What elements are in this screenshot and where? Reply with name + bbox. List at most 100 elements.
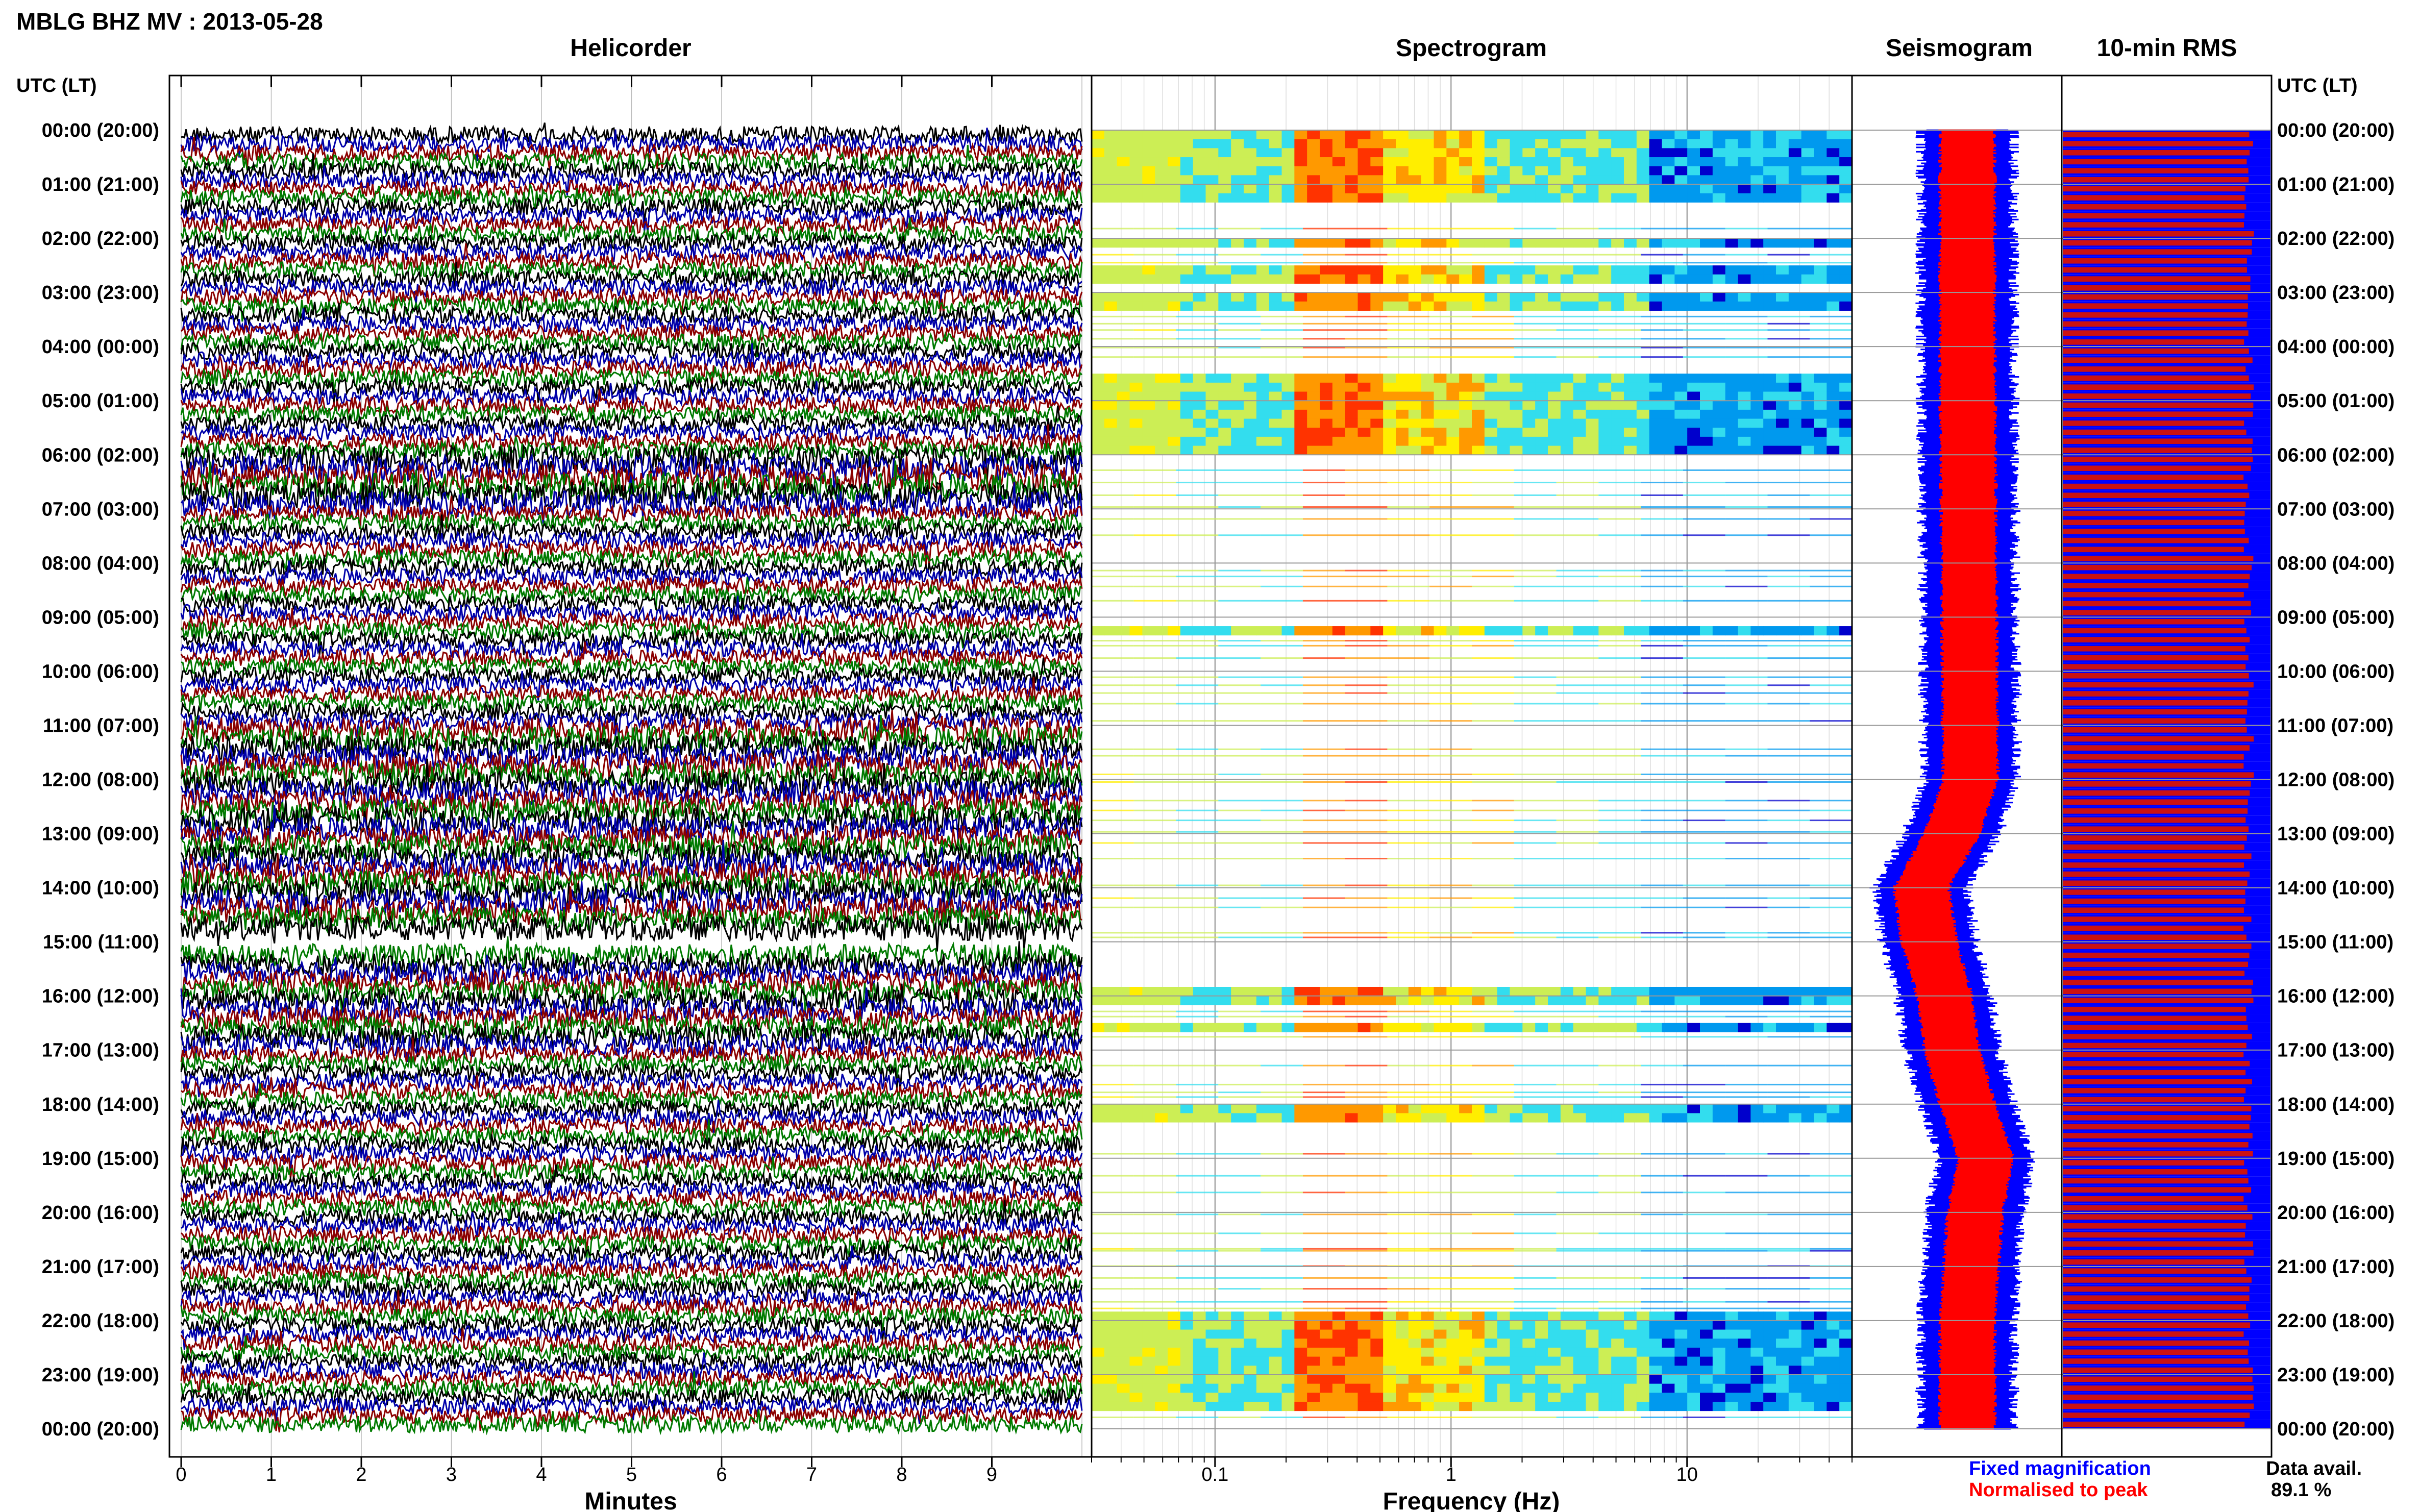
- spectrogram-cell: [1281, 1356, 1295, 1366]
- spectrogram-cell: [1548, 1113, 1561, 1123]
- spectrogram-cell: [1446, 193, 1460, 203]
- spectrogram-cell: [1738, 157, 1751, 167]
- spectrogram-cell: [1281, 626, 1295, 636]
- spectrogram-cell: [1700, 1329, 1713, 1339]
- spectrogram-cell: [1345, 391, 1358, 401]
- spectrogram-cell: [1687, 986, 1700, 997]
- spectrogram-streak: [1683, 254, 1725, 256]
- spectrogram-cell: [1750, 130, 1764, 140]
- spectrogram-streak: [1429, 534, 1472, 536]
- spectrogram-cell: [1649, 184, 1662, 194]
- spectrogram-cell: [1104, 428, 1118, 437]
- spectrogram-cell: [1636, 436, 1650, 447]
- spectrogram-cell: [1396, 418, 1409, 428]
- spectrogram-streak: [1387, 645, 1430, 647]
- spectrogram-cell: [1712, 175, 1726, 185]
- spectrogram-streak: [1176, 356, 1219, 358]
- spectrogram-cell: [1826, 238, 1840, 248]
- spectrogram-streak: [1387, 346, 1430, 349]
- spectrogram-streak: [1176, 884, 1219, 886]
- spectrogram-cell: [1750, 418, 1764, 428]
- spectrogram-cell: [1598, 193, 1612, 203]
- spectrogram-cell: [1269, 184, 1282, 194]
- spectrogram-cell: [1776, 374, 1789, 383]
- spectrogram-cell: [1750, 157, 1764, 167]
- spectrogram-cell: [1624, 1366, 1637, 1375]
- spectrogram-cell: [1788, 1320, 1802, 1330]
- hour-label-left: 14:00 (10:00): [42, 878, 159, 899]
- spectrogram-cell: [1345, 1329, 1358, 1339]
- spectrogram-cell: [1522, 139, 1536, 148]
- spectrogram-cell: [1383, 184, 1396, 194]
- spectrogram-cell: [1814, 1356, 1827, 1366]
- spectrogram-streak: [1472, 1250, 1514, 1252]
- spectrogram-cell: [1636, 1104, 1650, 1113]
- spectrogram-cell: [1193, 1374, 1206, 1384]
- spectrogram-streak: [1556, 720, 1599, 722]
- spectrogram-cell: [1801, 193, 1814, 203]
- spectrogram-cell: [1586, 274, 1599, 284]
- spectrogram-cell: [1446, 148, 1460, 158]
- spectrogram-cell: [1801, 1393, 1814, 1402]
- spectrogram-cell: [1345, 1393, 1358, 1402]
- spectrogram-streak: [1514, 657, 1557, 659]
- spectrogram-streak: [1683, 262, 1725, 264]
- helicorder-trace: [180, 700, 1083, 729]
- spectrogram-streak: [1556, 1416, 1599, 1418]
- spectrogram-cell: [1104, 1339, 1118, 1348]
- spectrogram-cell: [1776, 428, 1789, 437]
- spectrogram-cell: [1510, 292, 1523, 302]
- spectrogram-cell: [1256, 292, 1270, 302]
- spectrogram-cell: [1522, 1329, 1536, 1339]
- spectrogram-streak: [1556, 1213, 1599, 1216]
- spectrogram-cell: [1357, 374, 1371, 383]
- spectrogram-cell: [1244, 148, 1257, 158]
- spectrogram-cell: [1497, 301, 1510, 311]
- spectrogram-cell: [1801, 292, 1814, 302]
- spectrogram-cell: [1674, 175, 1688, 185]
- spectrogram-cell: [1687, 274, 1700, 284]
- rms-normalised-bar: [2063, 817, 2246, 823]
- spectrogram-cell: [1573, 986, 1586, 997]
- spectrogram-cell: [1573, 1401, 1586, 1411]
- spectrogram-streak: [1387, 884, 1430, 886]
- helicorder-x-tick-label: 5: [626, 1464, 637, 1485]
- spectrogram-cell: [1839, 409, 1853, 419]
- spectrogram-cell: [1129, 445, 1143, 455]
- spectrogram-cell: [1370, 1366, 1384, 1375]
- spectrogram-streak: [1429, 692, 1472, 694]
- spectrogram-streak: [1429, 1250, 1472, 1252]
- spectrogram-streak: [1556, 831, 1599, 833]
- spectrogram-streak: [1133, 781, 1176, 783]
- spectrogram-streak: [1598, 506, 1641, 508]
- spectrogram-cell: [1611, 1113, 1624, 1123]
- spectrogram-cell: [1649, 1393, 1662, 1402]
- spectrogram-cell: [1662, 175, 1675, 185]
- spectrogram-cell: [1598, 428, 1612, 437]
- spectrogram-cell: [1269, 418, 1282, 428]
- spectrogram-streak: [1261, 585, 1303, 587]
- spectrogram-streak: [1725, 329, 1768, 331]
- spectrogram-cell: [1244, 401, 1257, 410]
- spectrogram-cell: [1370, 139, 1384, 148]
- spectrogram-cell: [1598, 445, 1612, 455]
- helicorder-trace: [181, 954, 1083, 997]
- spectrogram-cell: [1522, 418, 1536, 428]
- spectrogram-streak: [1767, 1213, 1810, 1216]
- spectrogram-cell: [1231, 445, 1244, 455]
- spectrogram-cell: [1168, 1104, 1181, 1113]
- spectrogram-cell: [1624, 986, 1637, 997]
- spectrogram-cell: [1712, 1366, 1726, 1375]
- spectrogram-cell: [1472, 445, 1485, 455]
- spectrogram-cell: [1205, 986, 1219, 997]
- helicorder-trace: [181, 589, 1083, 619]
- spectrogram-cell: [1320, 139, 1333, 148]
- spectrogram-cell: [1332, 157, 1346, 167]
- spectrogram-cell: [1814, 238, 1827, 248]
- spectrogram-cell: [1611, 184, 1624, 194]
- spectrogram-cell: [1205, 1311, 1219, 1321]
- spectrogram-cell: [1345, 1383, 1358, 1393]
- spectrogram-cell: [1117, 382, 1130, 392]
- spectrogram-cell: [1193, 193, 1206, 203]
